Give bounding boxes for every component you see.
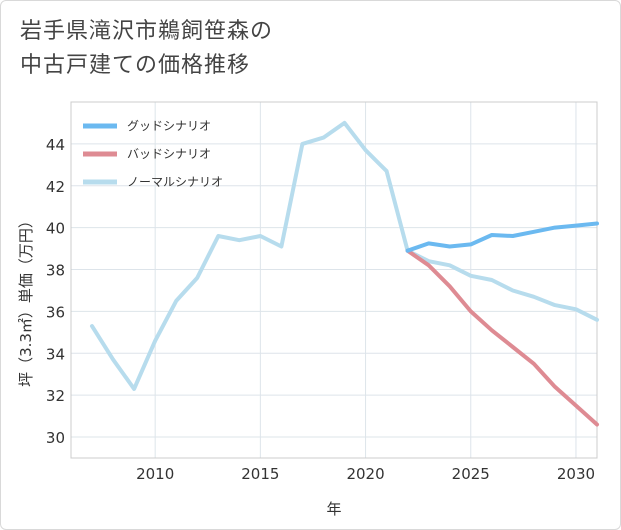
y-tick-label: 42: [46, 178, 65, 196]
legend-label-normal: ノーマルシナリオ: [127, 175, 223, 189]
x-tick-label: 2015: [241, 465, 279, 483]
legend-label-bad: バッドシナリオ: [127, 147, 211, 161]
chart-title: 岩手県滝沢市鵜飼笹森の 中古戸建ての価格推移: [20, 15, 580, 83]
x-tick-labels: 2010 2015 2020 2025 2030: [136, 465, 595, 483]
y-tick-label: 40: [46, 220, 65, 238]
series-line-bad: [405, 248, 599, 427]
y-tick-label: 34: [46, 345, 65, 363]
y-tick-label: 32: [46, 387, 65, 405]
y-tick-label: 36: [46, 303, 65, 321]
series-line-normal: [90, 120, 599, 391]
x-tick-label: 2025: [452, 465, 490, 483]
y-tick-label: 44: [46, 136, 65, 154]
x-tick-label: 2030: [557, 465, 595, 483]
y-axis-label: 坪（3.3㎡）単価（万円）: [17, 213, 35, 387]
grid-lines: [71, 102, 597, 458]
legend-label-good: グッドシナリオ: [127, 119, 211, 133]
chart-title-line2: 中古戸建ての価格推移: [20, 53, 251, 78]
chart-title-line1: 岩手県滝沢市鵜飼笹森の: [20, 19, 274, 44]
x-axis-label: 年: [326, 500, 341, 518]
series-lines: [90, 120, 599, 427]
x-tick-label: 2020: [346, 465, 384, 483]
plot-frame: [70, 101, 598, 459]
y-tick-label: 38: [46, 262, 65, 280]
y-tick-labels: 30 32 34 36 38 40 42 44: [46, 136, 65, 447]
y-tick-label: 30: [46, 429, 65, 447]
x-tick-label: 2010: [136, 465, 174, 483]
series-line-good: [405, 221, 599, 253]
